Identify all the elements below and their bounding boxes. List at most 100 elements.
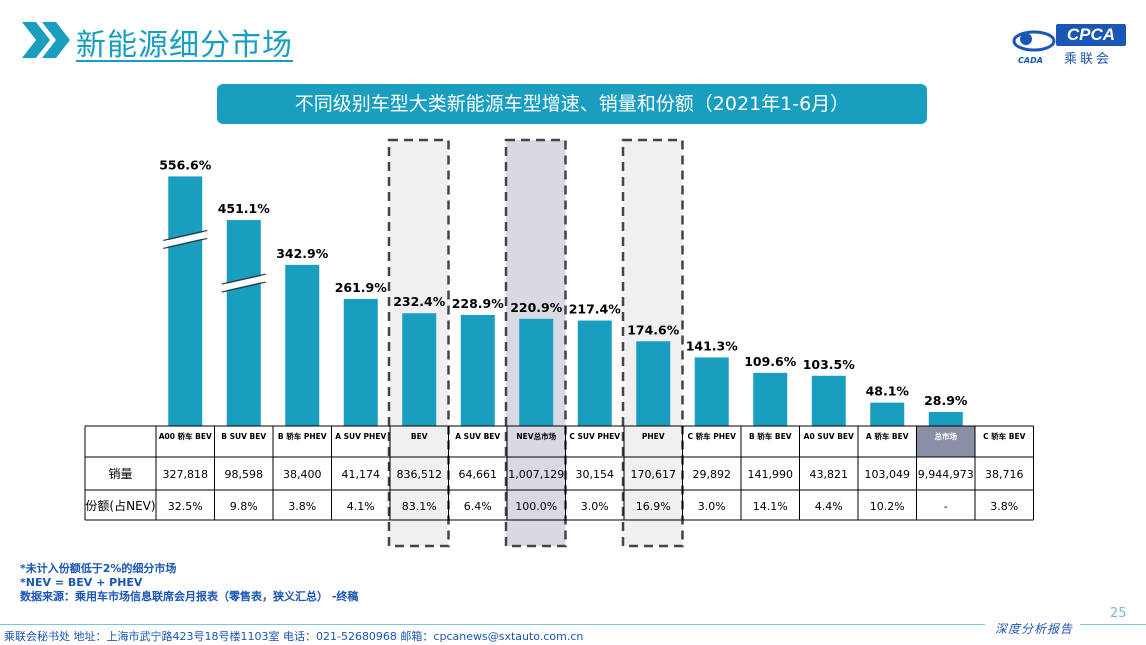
sales-value: 29,892: [693, 468, 732, 481]
category-label: A SUV PHEV: [335, 432, 386, 441]
growth-label: 48.1%: [866, 384, 910, 399]
axis-break-line: [221, 281, 266, 293]
growth-label: 109.6%: [744, 354, 797, 369]
bar: [928, 411, 963, 426]
double-chevron-right-icon: [22, 22, 70, 58]
row-label-sales: 销量: [108, 467, 132, 481]
footer-divider: [0, 624, 985, 625]
category-label: A0 SUV BEV: [804, 432, 854, 441]
row-label-share: 份额(占NEV): [85, 498, 155, 513]
share-value: 83.1%: [402, 500, 437, 513]
sales-value: 38,400: [283, 468, 322, 481]
growth-label: 217.4%: [569, 302, 622, 317]
growth-label: 103.5%: [803, 357, 856, 372]
category-label: C 轿车 PHEV: [688, 431, 737, 441]
axis-break-line: [163, 229, 208, 241]
sales-value: 103,049: [865, 468, 911, 481]
bar: [870, 402, 905, 426]
category-label: B 轿车 PHEV: [278, 431, 327, 441]
category-label: C 轿车 BEV: [983, 431, 1026, 441]
share-value: 14.1%: [753, 500, 788, 513]
page-number: 25: [1110, 606, 1127, 621]
share-value: 16.9%: [636, 500, 671, 513]
share-value: 10.2%: [870, 500, 905, 513]
logo-badge: CPCA: [1056, 24, 1126, 46]
share-value: 4.4%: [815, 500, 843, 513]
sales-value: 9,944,973: [918, 468, 974, 481]
bar: [636, 341, 671, 426]
chart-title: 不同级别车型大类新能源车型增速、销量和份额（2021年1-6月）: [217, 84, 927, 124]
bar: [402, 313, 437, 426]
category-label: A SUV BEV: [455, 432, 500, 441]
share-value: 3.8%: [288, 500, 316, 513]
share-value: 3.0%: [581, 500, 609, 513]
category-label: A00 轿车 BEV: [159, 431, 212, 441]
footnote-2: *NEV = BEV + PHEV: [20, 576, 143, 589]
axis-break-line: [221, 273, 266, 285]
page-title: 新能源细分市场: [76, 28, 293, 63]
contact-info: 乘联会秘书处 地址：上海市武宁路423号18号楼1103室 电话：021-526…: [4, 630, 584, 643]
bar: [460, 314, 495, 426]
footnote-1: *未计入份额低于2%的细分市场: [20, 562, 177, 575]
sales-value: 141,990: [748, 468, 794, 481]
footnotes: *未计入份额低于2%的细分市场 *NEV = BEV + PHEV 数据来源：乘…: [20, 562, 358, 604]
category-label: A 轿车 BEV: [866, 431, 909, 441]
bar: [226, 220, 261, 426]
share-value: 6.4%: [464, 500, 492, 513]
share-value: 3.0%: [698, 500, 726, 513]
footer-divider-right: [1080, 624, 1146, 625]
logo-small-text: CADA: [1018, 56, 1043, 65]
share-value: 9.8%: [230, 500, 258, 513]
category-label: B 轿车 BEV: [749, 431, 792, 441]
total-market-header-bg: [916, 426, 975, 457]
share-value: 100.0%: [515, 500, 557, 513]
sales-value: 64,661: [459, 468, 498, 481]
share-value: -: [944, 500, 948, 513]
sales-value: 836,512: [397, 468, 443, 481]
bar: [519, 318, 554, 426]
growth-label: 556.6%: [159, 157, 212, 172]
bar: [811, 375, 846, 426]
bar: [694, 357, 729, 426]
bar: [285, 264, 320, 426]
axis-break: [221, 275, 267, 291]
globe-icon: [1012, 30, 1056, 52]
growth-label: 174.6%: [627, 322, 680, 337]
category-label: NEV总市场: [516, 431, 556, 441]
sales-value: 30,154: [576, 468, 615, 481]
growth-label: 228.9%: [452, 296, 505, 311]
sales-value: 98,598: [225, 468, 264, 481]
footnote-source: 数据来源：乘用车市场信息联席会月报表（零售表，狭义汇总） -终稿: [20, 590, 359, 603]
growth-label: 28.9%: [924, 393, 968, 408]
category-label: B SUV BEV: [221, 432, 266, 441]
growth-label: 451.1%: [218, 201, 271, 216]
category-label: 总市场: [935, 431, 958, 441]
category-label: PHEV: [642, 432, 665, 441]
sales-value: 43,821: [810, 468, 849, 481]
share-value: 4.1%: [347, 500, 375, 513]
axis-break-line: [163, 237, 208, 249]
bar: [753, 372, 788, 426]
growth-label: 261.9%: [335, 280, 388, 295]
category-label: BEV: [411, 432, 428, 441]
growth-label: 232.4%: [393, 294, 446, 309]
bar: [168, 176, 203, 426]
growth-label: 342.9%: [276, 246, 329, 261]
report-label: 深度分析报告: [995, 622, 1074, 636]
share-value: 32.5%: [168, 500, 203, 513]
category-label: C SUV PHEV: [569, 432, 620, 441]
growth-label: 141.3%: [686, 338, 739, 353]
axis-break: [162, 231, 208, 248]
sales-value: 38,716: [985, 468, 1024, 481]
logo-subtitle: 乘联会: [1064, 52, 1113, 67]
bar: [577, 320, 612, 426]
sales-value: 41,174: [342, 468, 381, 481]
bar: [343, 298, 378, 426]
sales-value: 327,818: [163, 468, 209, 481]
sales-value: 170,617: [631, 468, 677, 481]
cpca-logo: CPCA 乘联会 CADA: [1012, 20, 1130, 67]
share-value: 3.8%: [990, 500, 1018, 513]
growth-label: 220.9%: [510, 300, 563, 315]
sales-value: 1,007,129: [508, 468, 564, 481]
